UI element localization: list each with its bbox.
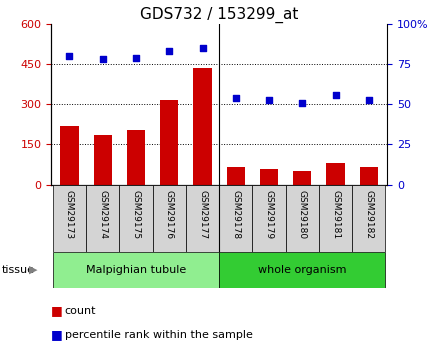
Text: GSM29179: GSM29179	[265, 190, 274, 239]
Point	[166, 49, 173, 54]
Bar	[93, 135, 112, 185]
Bar	[286, 185, 319, 252]
Point	[365, 97, 372, 102]
Point	[99, 57, 106, 62]
Bar	[127, 130, 145, 185]
Title: GDS732 / 153299_at: GDS732 / 153299_at	[140, 7, 298, 23]
Text: GSM29175: GSM29175	[132, 190, 141, 239]
Text: GSM29176: GSM29176	[165, 190, 174, 239]
Point	[332, 92, 339, 98]
Bar	[360, 167, 378, 185]
Bar	[227, 167, 245, 185]
Text: whole organism: whole organism	[258, 265, 347, 275]
Text: percentile rank within the sample: percentile rank within the sample	[65, 330, 252, 339]
Text: ■: ■	[51, 304, 63, 317]
Bar	[53, 252, 219, 288]
Text: GSM29177: GSM29177	[198, 190, 207, 239]
Bar	[219, 185, 252, 252]
Text: GSM29182: GSM29182	[364, 190, 373, 239]
Bar	[219, 252, 385, 288]
Point	[199, 46, 206, 51]
Point	[299, 100, 306, 106]
Text: tissue: tissue	[2, 265, 35, 275]
Text: count: count	[65, 306, 96, 315]
Point	[133, 55, 140, 61]
Point	[266, 97, 273, 102]
Bar	[119, 185, 153, 252]
Bar	[153, 185, 186, 252]
Bar	[194, 68, 212, 185]
Text: ■: ■	[51, 328, 63, 341]
Bar	[352, 185, 385, 252]
Bar	[327, 163, 345, 185]
Bar	[160, 100, 178, 185]
Text: Malpighian tubule: Malpighian tubule	[86, 265, 186, 275]
Bar	[53, 185, 86, 252]
Text: GSM29181: GSM29181	[331, 190, 340, 239]
Text: GSM29174: GSM29174	[98, 190, 107, 239]
Text: GSM29180: GSM29180	[298, 190, 307, 239]
Bar	[293, 171, 311, 185]
Point	[232, 95, 239, 101]
Point	[66, 53, 73, 59]
Text: GSM29178: GSM29178	[231, 190, 240, 239]
Bar	[61, 126, 79, 185]
Bar	[186, 185, 219, 252]
Bar	[319, 185, 352, 252]
Text: GSM29173: GSM29173	[65, 190, 74, 239]
Text: ▶: ▶	[29, 265, 38, 275]
Bar	[260, 169, 278, 185]
Bar	[252, 185, 286, 252]
Bar	[86, 185, 119, 252]
